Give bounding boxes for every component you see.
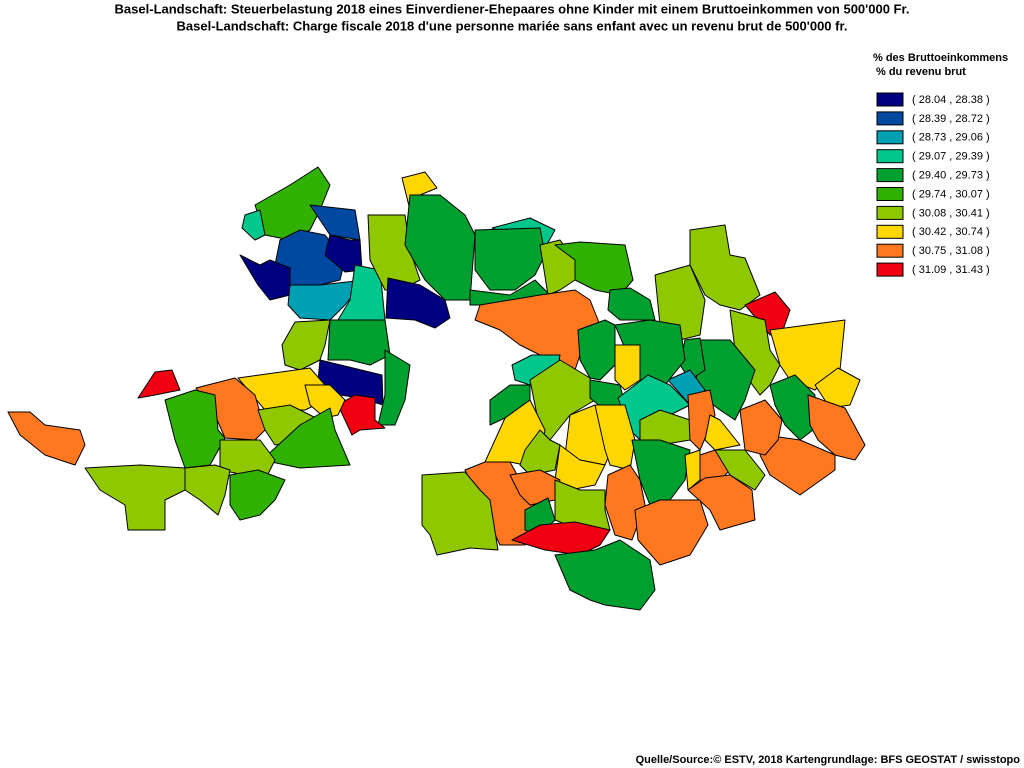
municipality xyxy=(287,279,366,321)
municipality xyxy=(759,434,836,496)
legend-label: ( 30.08 , 30.41 ) xyxy=(912,207,990,219)
title: Basel-Landschaft: Steuerbelastung 2018 e… xyxy=(115,1,910,16)
municipality xyxy=(164,389,226,469)
legend-swatch xyxy=(876,92,904,107)
municipality xyxy=(327,319,391,366)
municipality xyxy=(554,479,611,531)
municipality xyxy=(377,349,411,426)
legend-swatch xyxy=(876,111,904,126)
municipality xyxy=(241,209,266,241)
municipality xyxy=(704,414,741,451)
municipality xyxy=(84,464,186,531)
municipality xyxy=(631,439,691,506)
legend-label: ( 29.74 , 30.07 ) xyxy=(912,188,990,200)
municipality xyxy=(421,471,499,556)
legend-label: ( 30.42 , 30.74 ) xyxy=(912,226,990,238)
legend-label: ( 28.39 , 28.72 ) xyxy=(912,113,990,125)
municipality xyxy=(807,394,866,461)
legend-swatch xyxy=(876,187,904,201)
municipality xyxy=(137,369,181,399)
municipality xyxy=(714,449,766,491)
municipality xyxy=(614,344,641,391)
legend-label: ( 31.09 , 31.43 ) xyxy=(912,264,990,276)
municipality xyxy=(304,384,346,419)
legend-swatch xyxy=(876,130,904,145)
municipality xyxy=(687,474,756,531)
legend-title: % du revenu brut xyxy=(876,66,966,78)
municipality xyxy=(554,539,656,611)
legend-swatch xyxy=(876,205,904,220)
municipality xyxy=(229,469,286,521)
source: Quelle/Source:© ESTV, 2018 Kartengrundla… xyxy=(636,754,1021,766)
municipality xyxy=(769,374,816,441)
municipality xyxy=(699,449,731,481)
municipality xyxy=(281,319,331,371)
municipality xyxy=(184,464,231,516)
legend-swatch xyxy=(876,168,904,183)
legend-label: ( 29.07 , 29.39 ) xyxy=(912,151,990,163)
municipality xyxy=(634,499,709,566)
municipality xyxy=(474,227,546,291)
municipality xyxy=(385,277,451,329)
municipality xyxy=(607,287,656,321)
municipality xyxy=(337,394,386,436)
municipality xyxy=(254,166,331,241)
municipality xyxy=(511,521,611,556)
municipality xyxy=(577,319,616,381)
municipality xyxy=(7,411,86,466)
legend-title: % des Bruttoeinkommens xyxy=(873,52,1008,64)
map xyxy=(7,166,866,611)
subtitle: Basel-Landschaft: Charge fiscale 2018 d'… xyxy=(177,18,848,33)
legend-label: ( 28.73 , 29.06 ) xyxy=(912,132,990,144)
legend-swatch xyxy=(876,149,904,164)
legend-label: ( 29.40 , 29.73 ) xyxy=(912,170,990,182)
legend-swatch xyxy=(876,224,904,239)
legend-label: ( 28.04 , 28.38 ) xyxy=(912,94,990,106)
legend-swatch xyxy=(876,243,904,258)
legend-label: ( 30.75 , 31.08 ) xyxy=(912,245,990,257)
legend: ( 28.04 , 28.38 ) ( 28.39 , 28.72 ) ( 28.7… xyxy=(876,92,990,277)
legend-swatch xyxy=(876,262,904,277)
municipality xyxy=(239,254,291,301)
